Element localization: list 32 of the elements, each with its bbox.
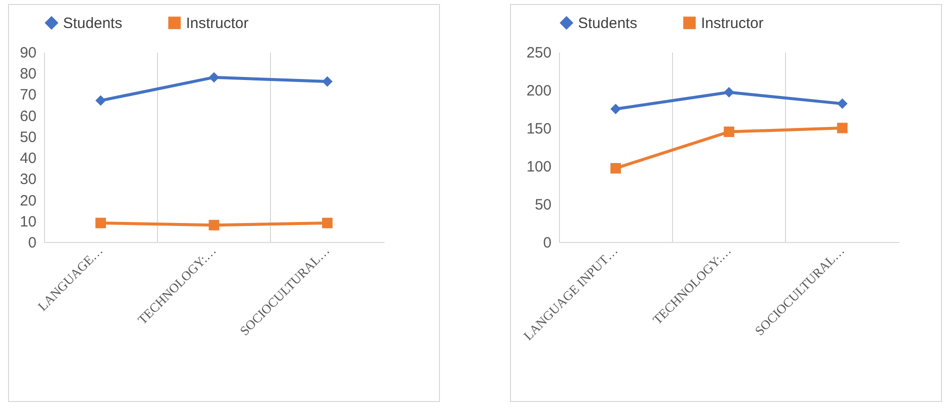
y-tick-label: 200	[526, 82, 552, 100]
y-tick-label: 10	[20, 213, 36, 230]
y-tick-label: 0	[543, 234, 552, 252]
y-tick-label: 100	[526, 158, 552, 176]
point	[724, 87, 734, 98]
point	[837, 98, 848, 109]
y-tick-label: 60	[20, 108, 36, 125]
y-tick-label: 150	[526, 120, 552, 138]
y-tick-label: 80	[20, 66, 36, 83]
y-tick-label: 40	[20, 150, 36, 168]
point	[95, 218, 106, 228]
point	[208, 72, 220, 83]
y-tick-label: 50	[20, 128, 36, 146]
y-tick-label: 250	[526, 44, 552, 62]
legend-label: Students	[578, 14, 638, 32]
y-tick-label: 0	[28, 234, 36, 252]
point	[208, 220, 220, 230]
point	[95, 95, 106, 106]
y-tick-label: 50	[534, 196, 552, 214]
point	[724, 126, 734, 138]
point	[322, 76, 333, 87]
y-tick-label: 90	[20, 44, 36, 62]
point	[610, 104, 621, 114]
point	[322, 218, 333, 228]
legend-label: Instructor	[701, 14, 764, 32]
point	[610, 163, 621, 174]
y-tick-label: 20	[20, 192, 36, 210]
point	[837, 122, 848, 134]
y-tick-label: 70	[20, 86, 36, 104]
y-tick-label: 30	[20, 171, 36, 188]
legend-label: Students	[63, 14, 122, 32]
legend-label: Instructor	[186, 14, 249, 32]
